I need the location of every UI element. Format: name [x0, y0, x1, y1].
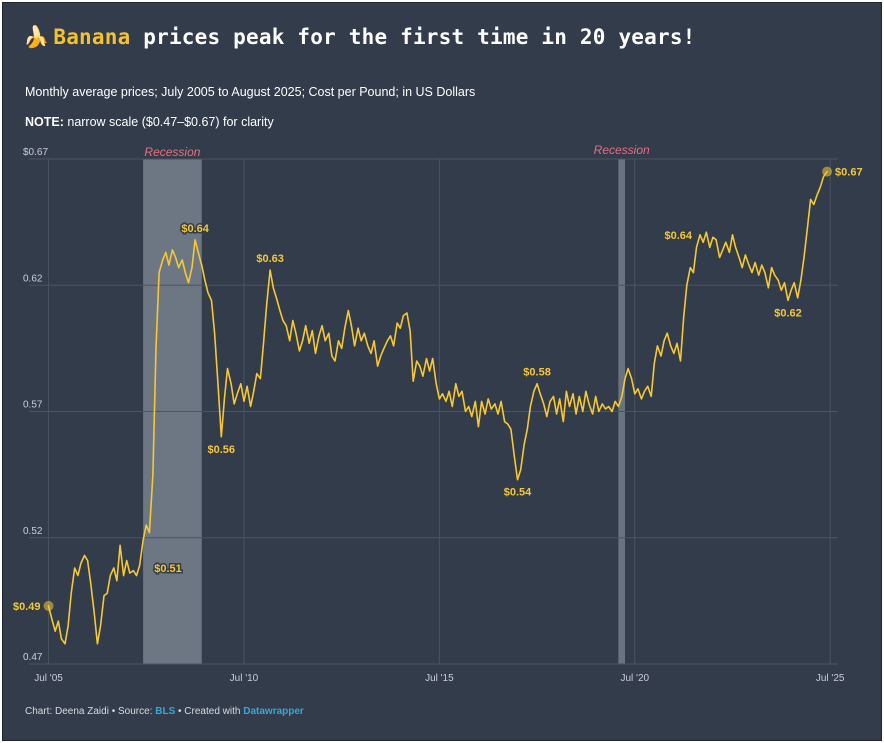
- chart-note: NOTE: narrow scale ($0.47–$0.67) for cla…: [25, 115, 274, 129]
- x-tick-label: Jul '25: [816, 673, 845, 684]
- x-tick-label: Jul '05: [34, 673, 63, 684]
- data-point-marker: [822, 166, 833, 177]
- footer-author: Chart: Deena Zaidi: [25, 706, 109, 717]
- x-tick-label: Jul '15: [425, 673, 454, 684]
- x-tick-label: Jul '20: [620, 673, 649, 684]
- footer-source-prefix: • Source:: [108, 706, 156, 717]
- datawrapper-link[interactable]: Datawrapper: [243, 706, 304, 717]
- data-point-marker: [43, 600, 54, 611]
- x-tick-label: Jul '10: [230, 673, 259, 684]
- data-label: $0.58: [523, 367, 551, 379]
- page-title: 🍌 Banana prices peak for the first time i…: [23, 25, 696, 50]
- recession-label: Recession: [594, 143, 650, 157]
- data-label: $0.54: [504, 487, 532, 499]
- data-label: $0.56: [208, 444, 236, 456]
- y-tick-label: 0.57: [23, 400, 43, 411]
- source-link[interactable]: BLS: [155, 706, 176, 717]
- footer-created-prefix: • Created with: [175, 706, 244, 717]
- data-label: $0.64: [665, 230, 693, 242]
- title-rest: prices peak for the first time in 20 yea…: [130, 25, 696, 49]
- y-tick-label: 0.52: [23, 526, 43, 537]
- chart-footer: Chart: Deena Zaidi • Source: BLS • Creat…: [25, 706, 304, 717]
- note-text: narrow scale ($0.47–$0.67) for clarity: [63, 115, 274, 129]
- series-line-banana-price: [47, 170, 828, 645]
- banana-icon: 🍌: [23, 25, 50, 49]
- note-label: NOTE:: [25, 115, 64, 129]
- data-label: $0.49: [13, 601, 41, 613]
- y-tick-label: $0.67: [23, 147, 48, 158]
- data-label: $0.64: [181, 223, 209, 235]
- data-label: $0.62: [774, 307, 802, 319]
- recession-label: Recession: [144, 145, 200, 159]
- chart-subtitle: Monthly average prices; July 2005 to Aug…: [25, 85, 476, 99]
- y-tick-label: 0.62: [23, 273, 43, 284]
- data-label: $0.67: [835, 167, 863, 179]
- y-tick-label: 0.47: [23, 652, 43, 663]
- title-highlight: Banana: [53, 25, 131, 49]
- data-label: $0.51: [154, 563, 182, 575]
- line-chart: Recession Recession $0.67 0.62 0.57 0.52 0.47 J…: [12, 143, 865, 684]
- data-label: $0.63: [256, 253, 284, 265]
